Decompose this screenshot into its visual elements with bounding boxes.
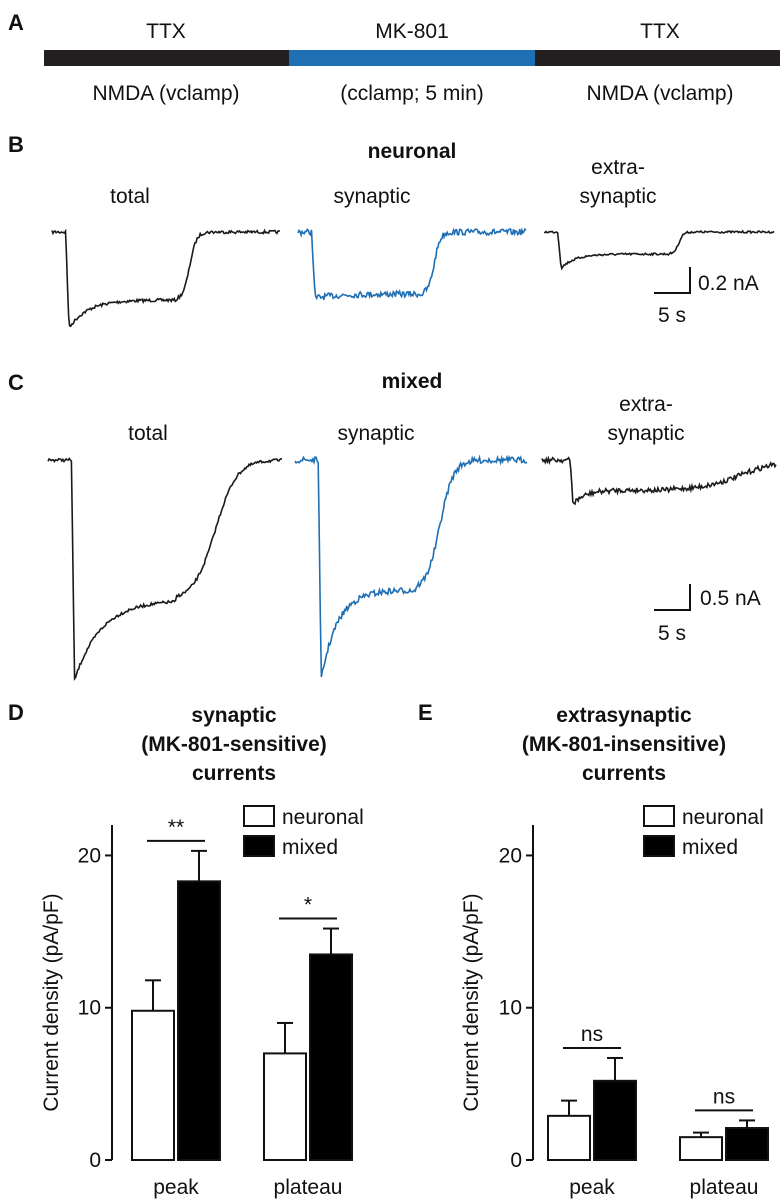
panel-d-bar-peak-mixed xyxy=(177,880,221,1161)
mixed-total-label: total xyxy=(128,422,168,445)
protocol-bar-mk801 xyxy=(289,50,535,66)
panel-e-y-tick-label-2: 20 xyxy=(499,844,522,867)
panel-e-bar-plateau-neuronal xyxy=(679,1136,723,1161)
mixed-scale-bar xyxy=(654,584,691,611)
panel-d-chart: 0 10 20 Current density (pA/pF) ** peak * plate… xyxy=(40,805,364,1199)
panel-e-bar-plateau-mixed xyxy=(725,1127,769,1161)
neuronal-extrasynaptic-trace xyxy=(544,229,775,271)
panel-d-y-tick-label-0: 0 xyxy=(89,1149,101,1172)
panel-d-x-label-plateau: plateau xyxy=(274,1176,343,1199)
panel-e-bar-peak-mixed xyxy=(593,1079,637,1162)
panel-letter-c: C xyxy=(8,370,24,395)
neuronal-scale-y: 0.2 nA xyxy=(698,272,759,295)
panel-e-significance-peak: ns xyxy=(581,1023,603,1046)
panel-letter-a: A xyxy=(8,10,24,35)
panel-e-title-line-3: currents xyxy=(582,762,666,785)
protocol-top-label-2: MK-801 xyxy=(375,20,449,43)
panel-d-title-line-3: currents xyxy=(192,762,276,785)
mixed-synaptic-label: synaptic xyxy=(337,422,414,445)
panel-d-significance-peak: ** xyxy=(168,816,184,839)
panel-e-legend-swatch-mixed xyxy=(643,835,675,857)
panel-d: D synaptic (MK-801-sensitive) currents 0… xyxy=(8,700,364,1199)
panel-d-title-line-1: synaptic xyxy=(191,704,277,727)
panel-e: E extrasynaptic (MK-801-insensitive) cur… xyxy=(418,700,769,1199)
panel-e-y-tick-label-1: 10 xyxy=(499,997,522,1020)
panel-d-bar-plateau-neuronal xyxy=(263,1052,307,1161)
neuronal-scale-bar xyxy=(654,267,691,294)
mixed-synaptic-trace xyxy=(294,454,528,678)
neuronal-synaptic-trace xyxy=(297,227,527,301)
protocol-bar-ttx-2 xyxy=(535,50,780,66)
panel-d-y-axis-label: Current density (pA/pF) xyxy=(40,893,63,1111)
panel-e-bar-peak-neuronal xyxy=(547,1114,591,1162)
neuronal-extra-label-1: extra- xyxy=(591,156,645,179)
mixed-scale-y: 0.5 nA xyxy=(700,587,761,610)
neuronal-total-trace xyxy=(51,228,281,328)
panel-d-legend-swatch-neuronal xyxy=(243,805,275,827)
panel-e-legend-label-mixed: mixed xyxy=(682,836,738,859)
panel-d-y-tick-label-2: 20 xyxy=(78,844,101,867)
panel-e-legend-label-neuronal: neuronal xyxy=(682,806,764,829)
protocol-top-label-3: TTX xyxy=(640,20,680,43)
panel-d-bar-peak-neuronal xyxy=(131,1009,175,1161)
neuronal-extra-label-2: synaptic xyxy=(579,185,656,208)
protocol-bar-ttx-1 xyxy=(44,50,289,66)
panel-d-legend-label-neuronal: neuronal xyxy=(282,806,364,829)
panel-e-x-label-peak: peak xyxy=(569,1176,615,1199)
neuronal-title: neuronal xyxy=(368,140,457,163)
panel-b: B neuronal total synaptic extra- synapti… xyxy=(8,132,775,328)
panel-e-title-line-1: extrasynaptic xyxy=(556,704,692,727)
panel-d-y-tick-label-1: 10 xyxy=(78,997,101,1020)
neuronal-synaptic-label: synaptic xyxy=(333,185,410,208)
neuronal-total-label: total xyxy=(110,185,150,208)
panel-letter-d: D xyxy=(8,700,24,725)
panel-d-legend-label-mixed: mixed xyxy=(282,836,338,859)
panel-e-y-tick-label-0: 0 xyxy=(510,1149,522,1172)
panel-a: A TTX MK-801 TTX NMDA (vclamp) (cclamp; … xyxy=(8,10,780,105)
mixed-scale-x: 5 s xyxy=(658,622,686,645)
panel-letter-b: B xyxy=(8,132,24,157)
panel-d-x-label-peak: peak xyxy=(153,1176,199,1199)
panel-d-bar-plateau-mixed xyxy=(309,953,353,1161)
panel-e-chart: 0 10 20 Current density (pA/pF) ns peak ns plat… xyxy=(460,805,769,1199)
panel-letter-e: E xyxy=(418,700,433,725)
protocol-bottom-label-1: NMDA (vclamp) xyxy=(92,82,239,105)
mixed-extra-label-1: extra- xyxy=(619,393,673,416)
panel-e-x-label-plateau: plateau xyxy=(690,1176,759,1199)
mixed-title: mixed xyxy=(382,370,443,393)
panel-e-significance-plateau: ns xyxy=(713,1085,735,1108)
panel-d-legend-swatch-mixed xyxy=(243,835,275,857)
panel-c: C mixed total synaptic extra- synaptic 0… xyxy=(8,370,777,681)
panel-e-y-axis-label: Current density (pA/pF) xyxy=(460,893,483,1111)
protocol-bottom-label-3: NMDA (vclamp) xyxy=(586,82,733,105)
protocol-bottom-label-2: (cclamp; 5 min) xyxy=(340,82,484,105)
neuronal-scale-x: 5 s xyxy=(658,304,686,327)
panel-d-significance-plateau: * xyxy=(304,894,312,917)
panel-e-title-line-2: (MK-801-insensitive) xyxy=(522,733,726,756)
mixed-extrasynaptic-trace xyxy=(541,455,777,506)
protocol-top-label-1: TTX xyxy=(146,20,186,43)
mixed-total-trace xyxy=(47,457,283,681)
mixed-extra-label-2: synaptic xyxy=(607,422,684,445)
panel-d-title-line-2: (MK-801-sensitive) xyxy=(141,733,327,756)
panel-e-legend-swatch-neuronal xyxy=(643,805,675,827)
